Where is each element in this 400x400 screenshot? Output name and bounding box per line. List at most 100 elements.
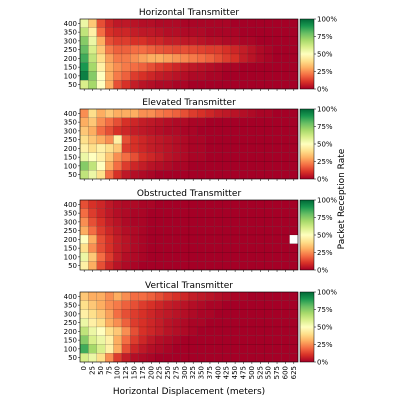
- heatmap-cell: [121, 318, 131, 328]
- heatmap-cell: [172, 18, 181, 28]
- heatmap-cell: [239, 62, 248, 72]
- heatmap-cell: [96, 199, 106, 209]
- heatmap-cell: [105, 117, 114, 127]
- heatmap-cell: [79, 226, 89, 236]
- heatmap-cell: [105, 18, 114, 28]
- heatmap-cell: [255, 126, 265, 136]
- heatmap-cell: [146, 108, 156, 118]
- heatmap-cell: [247, 300, 257, 310]
- heatmap-cell: [88, 152, 97, 162]
- heatmap-cell: [113, 108, 123, 118]
- heatmap-cell: [121, 208, 131, 218]
- heatmap-cell: [105, 300, 114, 310]
- heatmap-cell: [172, 36, 181, 46]
- heatmap-cell: [113, 143, 123, 153]
- heatmap-cell: [239, 18, 248, 28]
- heatmap-cell: [172, 170, 181, 180]
- heatmap-cell: [163, 170, 173, 180]
- heatmap-cell: [163, 62, 173, 72]
- heatmap-cell: [180, 300, 190, 310]
- y-tick-label: 200: [64, 328, 77, 336]
- heatmap-cell: [121, 353, 131, 363]
- heatmap-cell: [239, 300, 248, 310]
- heatmap-cell: [155, 18, 164, 28]
- heatmap-cell: [163, 353, 173, 363]
- panel-title: Elevated Transmitter: [142, 98, 236, 108]
- heatmap-cell: [130, 170, 139, 180]
- heatmap-cell: [180, 36, 190, 46]
- heatmap-cell: [289, 143, 299, 153]
- panel-title: Obstructed Transmitter: [137, 189, 242, 199]
- heatmap-cell: [180, 80, 190, 90]
- heatmap-cell: [205, 234, 215, 244]
- heatmap-cell: [163, 53, 173, 63]
- colorbar-tick-label: 50%: [317, 232, 333, 240]
- heatmap-cell: [130, 45, 139, 55]
- heatmap-cell: [222, 170, 232, 180]
- heatmap-cell: [130, 326, 139, 336]
- heatmap-cell: [255, 226, 265, 236]
- heatmap-cell: [88, 161, 97, 171]
- heatmap-cell: [213, 152, 223, 162]
- heatmap-cell: [213, 199, 223, 209]
- heatmap-cell: [230, 53, 240, 63]
- heatmap-cell: [230, 80, 240, 90]
- heatmap-cell: [239, 252, 248, 262]
- heatmap-cell: [96, 170, 106, 180]
- heatmap-cell: [222, 300, 232, 310]
- heatmap-cell: [230, 208, 240, 218]
- heatmap-cell: [255, 252, 265, 262]
- heatmap-cell: [289, 170, 299, 180]
- heatmap-cell: [222, 226, 232, 236]
- heatmap-cell: [213, 309, 223, 319]
- heatmap-cell: [138, 243, 148, 253]
- heatmap-cell: [213, 62, 223, 72]
- heatmap-cell: [255, 243, 265, 253]
- heatmap-cell: [121, 45, 131, 55]
- heatmap-cell: [239, 344, 248, 354]
- heatmap-cell: [113, 80, 123, 90]
- heatmap-cell: [239, 234, 248, 244]
- heatmap-cell: [88, 45, 97, 55]
- heatmap-cell: [113, 62, 123, 72]
- heatmap-cell: [281, 117, 290, 127]
- heatmap-cell: [180, 252, 190, 262]
- heatmap-cell: [247, 117, 257, 127]
- heatmap-cell: [113, 117, 123, 127]
- heatmap-cell: [239, 135, 248, 145]
- heatmap-cell: [272, 261, 282, 271]
- heatmap-cell: [222, 208, 232, 218]
- heatmap-cell: [213, 252, 223, 262]
- panel-frame: [79, 199, 299, 271]
- heatmap-cell: [205, 243, 215, 253]
- heatmap-cell: [264, 291, 273, 301]
- colorbar-tick-label: 50%: [317, 51, 333, 59]
- heatmap-cell: [230, 62, 240, 72]
- heatmap-cell: [105, 62, 114, 72]
- heatmap-cell: [289, 199, 299, 209]
- heatmap-cell: [79, 62, 89, 72]
- heatmap-cell: [138, 161, 148, 171]
- heatmap-cell: [264, 36, 273, 46]
- heatmap-cell: [197, 326, 206, 336]
- panel-title: Horizontal Transmitter: [139, 8, 239, 18]
- x-tick-label: 400: [214, 366, 222, 379]
- heatmap-cell: [230, 126, 240, 136]
- colorbar-tick-label: 25%: [317, 341, 333, 349]
- heatmap-cell: [230, 353, 240, 363]
- heatmap-cell: [205, 108, 215, 118]
- heatmap-cell: [121, 36, 131, 46]
- heatmap-cell: [255, 291, 265, 301]
- y-tick-label: 300: [64, 310, 77, 318]
- heatmap-cell: [247, 143, 257, 153]
- colorbar-tick-label: 0%: [317, 86, 328, 94]
- heatmap-cell: [96, 335, 106, 345]
- heatmap-cell: [222, 80, 232, 90]
- x-tick-label: 75: [105, 366, 113, 375]
- heatmap-cell: [155, 36, 164, 46]
- heatmap-cell: [289, 126, 299, 136]
- heatmap-cell: [138, 135, 148, 145]
- heatmap-cell: [130, 71, 139, 81]
- x-tick-label: 525: [256, 366, 264, 379]
- heatmap-cell: [289, 318, 299, 328]
